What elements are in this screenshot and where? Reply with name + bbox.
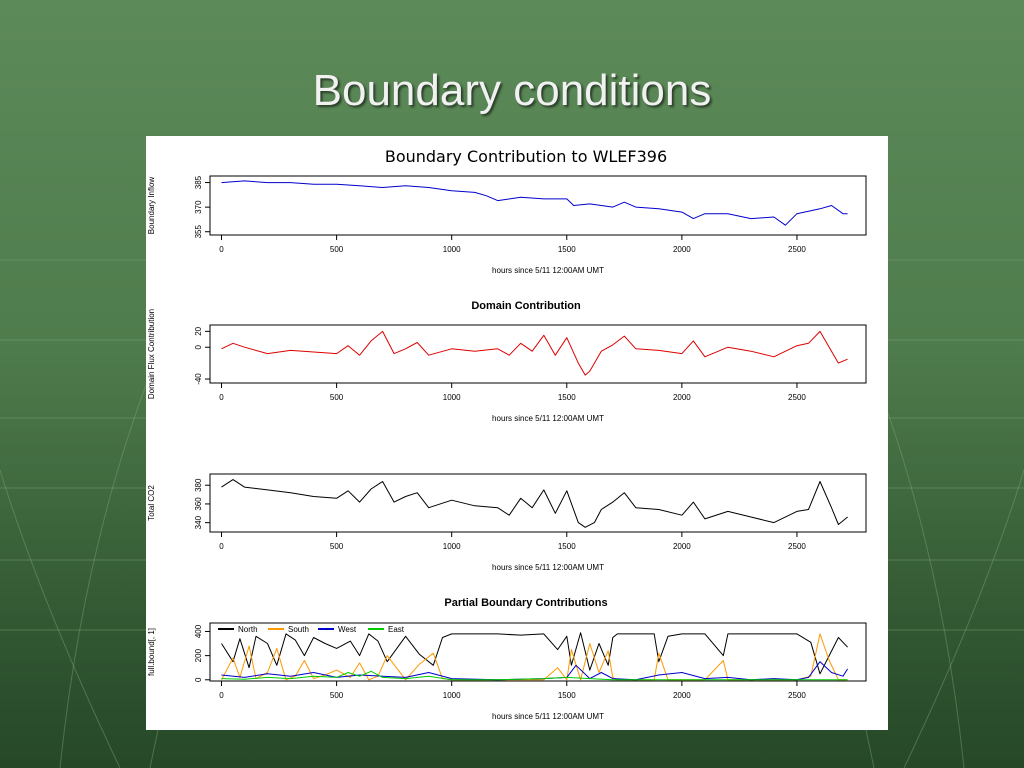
series-line-4-east <box>221 670 848 681</box>
x-tick-label-4-2000: 2000 <box>673 691 691 700</box>
series-line-4-west <box>221 661 849 681</box>
y-tick-label-4-400: 400 <box>194 624 203 638</box>
y-tick-label-2--40: -40 <box>194 373 203 385</box>
x-tick-label-3-1500: 1500 <box>558 542 576 551</box>
x-tick-label-4-2500: 2500 <box>788 691 806 700</box>
y-tick-label-4-0: 0 <box>194 677 203 682</box>
series-line-3-1 <box>221 479 848 528</box>
series-line-2-1 <box>221 330 848 376</box>
x-tick-label-2-2000: 2000 <box>673 393 691 402</box>
plot-frame-1 <box>209 175 867 236</box>
y-tick-label-3-360: 360 <box>194 497 203 511</box>
y-tick-label-2-20: 20 <box>194 326 203 335</box>
y-axis-label-3: Total CO2 <box>147 485 156 521</box>
x-tick-label-2-0: 0 <box>219 393 224 402</box>
x-tick-label-2-1000: 1000 <box>443 393 461 402</box>
y-tick-label-1-370: 370 <box>194 200 203 214</box>
x-tick-label-3-2500: 2500 <box>788 542 806 551</box>
chart-2-title: Domain Contribution <box>471 300 581 312</box>
x-tick-label-1-1000: 1000 <box>443 245 461 254</box>
x-tick-label-3-500: 500 <box>330 542 344 551</box>
y-tick-label-2-0: 0 <box>194 344 203 349</box>
legend-label-south: South <box>288 625 309 634</box>
x-axis-label-1: hours since 5/11 12:00AM UMT <box>492 266 604 275</box>
x-tick-label-3-0: 0 <box>219 542 224 551</box>
y-tick-label-3-380: 380 <box>194 478 203 492</box>
plot-frame-3 <box>209 473 867 533</box>
series-line-1-1 <box>221 180 848 226</box>
x-tick-label-2-2500: 2500 <box>788 393 806 402</box>
y-tick-label-1-355: 355 <box>194 225 203 239</box>
x-tick-label-1-1500: 1500 <box>558 245 576 254</box>
x-tick-label-1-500: 500 <box>330 245 344 254</box>
y-tick-label-4-200: 200 <box>194 648 203 662</box>
y-axis-label-2: Domain Flux Contribution <box>147 309 156 399</box>
chart-panel: Boundary Contribution to WLEF396 Domain … <box>146 136 888 730</box>
x-tick-label-2-500: 500 <box>330 393 344 402</box>
x-tick-label-4-1000: 1000 <box>443 691 461 700</box>
x-axis-label-2: hours since 5/11 12:00AM UMT <box>492 414 604 423</box>
x-tick-label-4-0: 0 <box>219 691 224 700</box>
x-axis-label-4: hours since 5/11 12:00AM UMT <box>492 712 604 721</box>
plot-frame-2 <box>209 324 867 384</box>
legend-label-west: West <box>338 625 357 634</box>
slide-title: Boundary conditions <box>312 66 712 115</box>
x-tick-label-3-2000: 2000 <box>673 542 691 551</box>
legend-label-north: North <box>238 625 258 634</box>
chart-figure: Boundary Contribution to WLEF396 Domain … <box>147 147 867 721</box>
y-axis-label-4: full.bound[, 1] <box>147 628 156 676</box>
x-tick-label-4-1500: 1500 <box>558 691 576 700</box>
y-tick-label-3-340: 340 <box>194 515 203 529</box>
chart-main-title: Boundary Contribution to WLEF396 <box>385 147 667 166</box>
x-tick-label-3-1000: 1000 <box>443 542 461 551</box>
x-tick-label-4-500: 500 <box>330 691 344 700</box>
y-tick-label-1-385: 385 <box>194 175 203 189</box>
x-tick-label-1-2500: 2500 <box>788 245 806 254</box>
series-line-4-north <box>221 632 848 675</box>
chart-4-title: Partial Boundary Contributions <box>444 597 607 609</box>
x-tick-label-1-0: 0 <box>219 245 224 254</box>
plot-frame-4 <box>209 622 867 682</box>
x-axis-label-3: hours since 5/11 12:00AM UMT <box>492 563 604 572</box>
legend-label-east: East <box>388 625 405 634</box>
series-line-4-south <box>221 633 848 681</box>
x-tick-label-2-1500: 1500 <box>558 393 576 402</box>
x-tick-label-1-2000: 2000 <box>673 245 691 254</box>
y-axis-label-1: Boundary Inflow <box>147 177 156 235</box>
